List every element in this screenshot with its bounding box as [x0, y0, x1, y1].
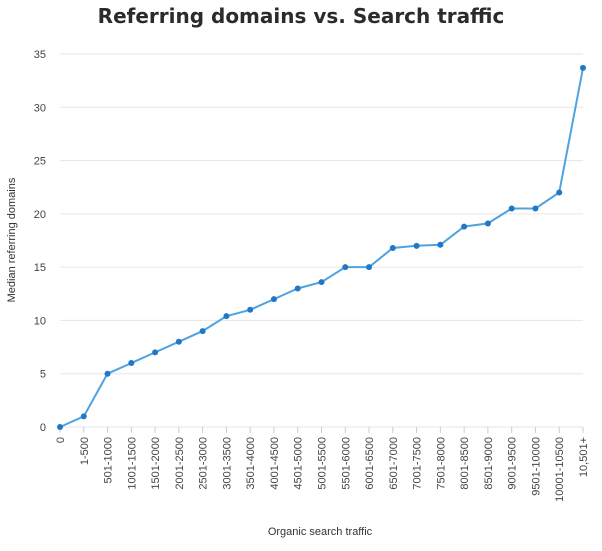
x-tick-label: 10,501+	[578, 437, 590, 477]
data-point	[199, 328, 206, 335]
y-tick-label: 30	[34, 102, 46, 114]
data-point	[247, 306, 254, 313]
x-tick-label: 6001-6500	[364, 437, 376, 490]
x-tick-label: 7501-8000	[435, 437, 447, 490]
y-tick-label: 0	[40, 422, 46, 434]
x-tick-label: 5001-5500	[317, 437, 329, 490]
chart-title: Referring domains vs. Search traffic	[97, 4, 505, 28]
y-axis-title: Median referring domains	[6, 177, 18, 302]
series-line	[59, 67, 584, 428]
x-tick-label: 4501-5000	[293, 437, 305, 490]
x-tick-label: 3001-3500	[221, 437, 233, 490]
x-tick-label: 10001-10500	[554, 437, 566, 502]
data-point	[175, 338, 182, 345]
data-point	[318, 279, 325, 286]
x-axis-title: Organic search traffic	[268, 526, 373, 538]
x-tick-label: 0	[55, 437, 67, 443]
data-point	[532, 205, 539, 212]
x-tick-label: 1-500	[79, 437, 91, 465]
x-tick-label: 5501-6000	[340, 437, 352, 490]
data-point	[223, 313, 230, 320]
data-point	[57, 424, 63, 430]
y-tick-label: 25	[34, 156, 46, 168]
y-tick-label: 35	[34, 49, 46, 61]
x-tick-label: 6501-7000	[388, 437, 400, 490]
x-tick-label: 501-1000	[103, 437, 115, 484]
x-tick-label: 1001-1500	[126, 437, 138, 490]
data-point	[342, 264, 349, 271]
data-point	[104, 370, 111, 377]
x-tick-label: 4001-4500	[269, 437, 281, 490]
data-point	[580, 64, 586, 71]
y-tick-label: 15	[34, 262, 46, 274]
y-tick-label: 10	[34, 315, 46, 327]
data-point	[484, 220, 491, 227]
data-point	[128, 360, 135, 367]
y-axis: 0 5 10 15 20 25 30 35	[34, 49, 46, 434]
data-point	[366, 264, 373, 271]
x-tick-label: 8501-9000	[483, 437, 495, 490]
gridlines	[60, 53, 583, 428]
data-point	[389, 244, 396, 251]
data-point	[270, 296, 277, 303]
x-tick-label: 2501-3000	[198, 437, 210, 490]
x-tick-label: 2001-2500	[174, 437, 186, 490]
y-tick-label: 20	[34, 209, 46, 221]
data-point	[413, 242, 420, 249]
x-tick-label: 9001-9500	[507, 437, 519, 490]
y-tick-label: 5	[40, 369, 46, 381]
data-point	[508, 205, 515, 212]
data-point	[437, 241, 444, 248]
data-point	[152, 349, 159, 356]
x-tick-label: 1501-2000	[150, 437, 162, 490]
x-tick-label: 3501-4000	[245, 437, 257, 490]
data-points	[57, 64, 586, 430]
x-tick-label: 8001-8500	[459, 437, 471, 490]
data-point	[556, 189, 563, 196]
x-tick-label: 9501-10000	[530, 437, 542, 496]
x-axis: 0 1-500 501-1000 1001-1500 1501-2000 2001-250…	[55, 427, 590, 502]
data-point	[461, 223, 468, 230]
data-point	[294, 285, 301, 292]
x-tick-label: 7001-7500	[412, 437, 424, 490]
data-point	[80, 413, 87, 420]
